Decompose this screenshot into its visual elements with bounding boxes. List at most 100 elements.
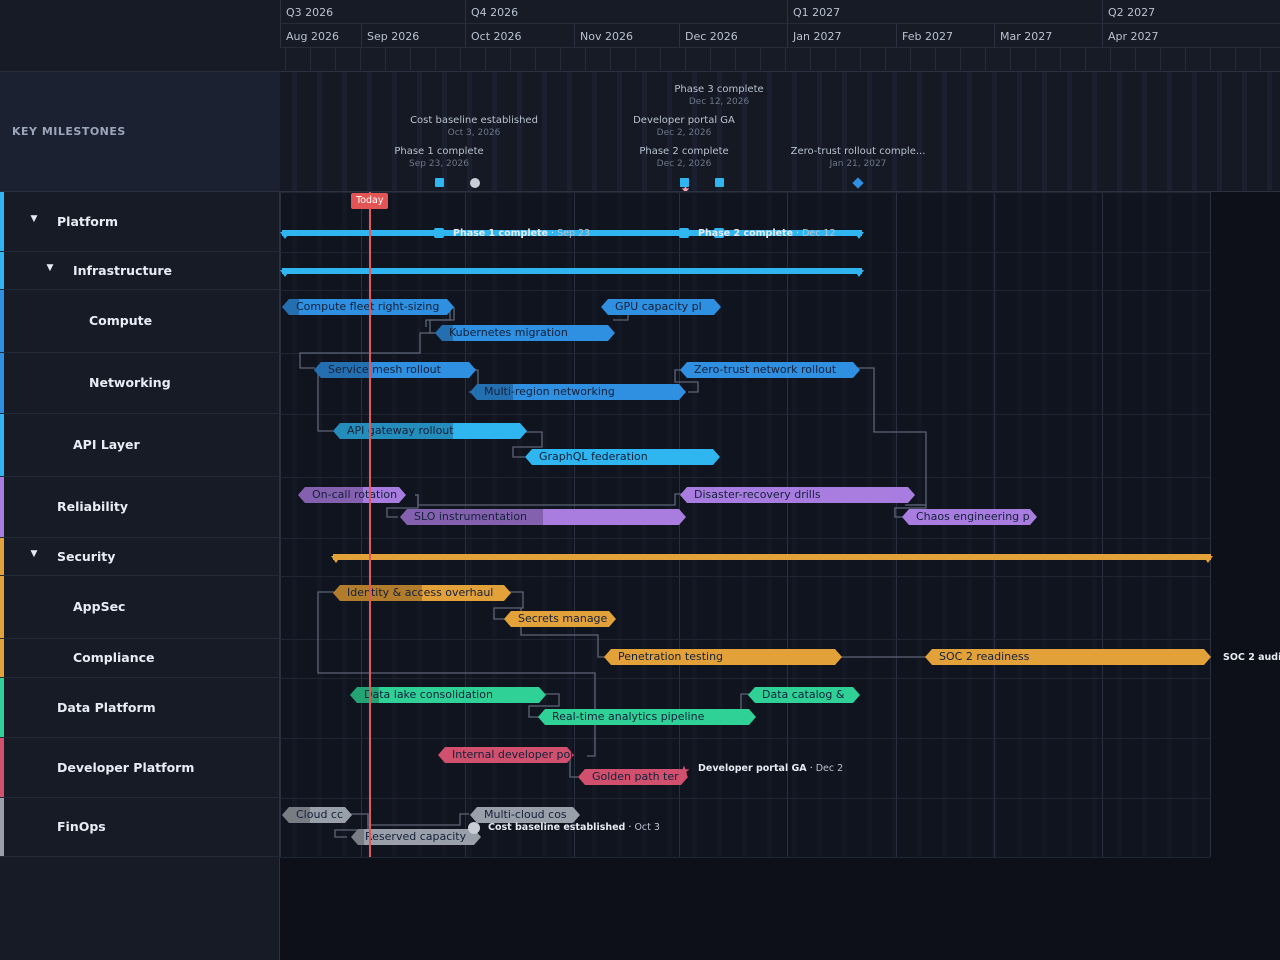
task-bar[interactable]: Cloud cc [282, 807, 352, 823]
week-tick [560, 48, 561, 72]
milestone-band-stripe [1267, 72, 1272, 191]
row-compliance[interactable]: Compliance [0, 639, 280, 678]
row-security[interactable]: ▼ Security [0, 538, 280, 576]
task-bar[interactable]: Disaster-recovery drills [680, 487, 915, 503]
summary-bar[interactable] [331, 554, 1213, 563]
week-tick [410, 48, 411, 72]
task-bar[interactable]: Internal developer por [438, 747, 574, 763]
summary-bar[interactable] [280, 230, 864, 239]
task-bar[interactable]: On-call rotation [298, 487, 406, 503]
task-bar[interactable]: Zero-trust network rollout [680, 362, 860, 378]
milestone-band: Phase 3 complete Dec 12, 2026 Cost baselin… [280, 72, 1280, 192]
gantt-chart-area: Phase 1 complete · Sep 23 Phase 2 complet… [280, 192, 1280, 960]
grid-month-line [787, 192, 788, 857]
week-tick [485, 48, 486, 72]
quarter-label: Q3 2026 [280, 0, 465, 24]
circle-milestone-icon[interactable] [468, 822, 480, 834]
square-marker-icon[interactable] [435, 178, 444, 187]
milestone-band-stripe [1142, 72, 1147, 191]
milestone-inline-label: SOC 2 audit [1223, 652, 1280, 664]
milestone-band-stripe [417, 72, 422, 191]
square-marker-icon[interactable] [715, 178, 724, 187]
milestone-band-stripe [1042, 72, 1047, 191]
dependency-line [674, 369, 699, 393]
task-bar[interactable]: Penetration testing [604, 649, 842, 665]
task-label: Kubernetes migration [449, 326, 568, 339]
task-bar[interactable]: Identity & access overhaul [333, 585, 511, 601]
milestone-square-icon[interactable] [434, 228, 444, 238]
week-tick [710, 48, 711, 72]
task-bar[interactable]: Real-time analytics pipeline [538, 709, 756, 725]
milestone-label: Zero-trust rollout comple... Jan 21, 2027 [791, 146, 926, 170]
week-tick [1135, 48, 1136, 72]
grid-month-line [280, 192, 281, 857]
week-tick [435, 48, 436, 72]
milestone-name: SOC 2 audit [1223, 652, 1280, 663]
star-milestone-icon[interactable] [678, 762, 690, 776]
task-bar[interactable]: SLO instrumentation [400, 509, 686, 525]
task-label: Disaster-recovery drills [694, 488, 821, 501]
task-label: Real-time analytics pipeline [552, 710, 705, 723]
grid-row-line [280, 192, 1210, 193]
row-data-platform[interactable]: Data Platform [0, 678, 280, 738]
task-bar[interactable]: Reserved capacity [351, 829, 481, 845]
task-bar[interactable]: GPU capacity pl [601, 299, 721, 315]
row-finops[interactable]: FinOps [0, 798, 280, 857]
row-label: Compliance [73, 650, 155, 665]
task-label: Golden path ter [592, 770, 679, 783]
task-progress [333, 423, 453, 439]
summary-bar[interactable] [280, 268, 864, 277]
task-bar[interactable]: SOC 2 readiness [925, 649, 1211, 665]
milestone-band-stripe [442, 72, 447, 191]
week-tick [1260, 48, 1261, 72]
task-bar[interactable]: Multi-cloud cos [470, 807, 580, 823]
milestone-square-icon[interactable] [679, 228, 689, 238]
task-bar[interactable]: Data catalog & [748, 687, 860, 703]
dependency-lines [299, 306, 927, 838]
month-label: Mar 2027 [994, 24, 1102, 48]
task-progress [314, 362, 371, 378]
milestone-band-stripe [742, 72, 747, 191]
left-header [0, 0, 280, 72]
task-bar[interactable]: Service mesh rollout [314, 362, 476, 378]
task-bar[interactable]: Chaos engineering p [902, 509, 1037, 525]
row-infrastructure[interactable]: ▼ Infrastructure [0, 252, 280, 290]
task-bar[interactable]: API gateway rollout [333, 423, 527, 439]
task-label: SOC 2 readiness [939, 650, 1030, 663]
task-bar[interactable]: Secrets manage [504, 611, 616, 627]
circle-marker-icon[interactable] [470, 178, 480, 188]
collapse-caret-icon[interactable]: ▼ [30, 548, 38, 559]
row-compute[interactable]: Compute [0, 290, 280, 353]
milestone-band-stripe [467, 72, 472, 191]
square-marker-icon[interactable] [680, 178, 689, 187]
collapse-caret-icon[interactable]: ▼ [46, 262, 54, 273]
milestone-title: Cost baseline established [410, 115, 538, 126]
row-developer-platform[interactable]: Developer Platform [0, 738, 280, 798]
row-color-strip [0, 252, 4, 289]
row-networking[interactable]: Networking [0, 353, 280, 414]
row-color-strip [0, 738, 4, 797]
collapse-caret-icon[interactable]: ▼ [30, 213, 38, 224]
row-label: Developer Platform [57, 759, 195, 775]
row-appsec[interactable]: AppSec [0, 576, 280, 639]
task-bar[interactable]: Data lake consolidation [350, 687, 546, 703]
quarter-scale: Q3 2026 Q4 2026 Q1 2027 Q2 2027 [280, 0, 1280, 24]
row-api-layer[interactable]: API Layer [0, 414, 280, 477]
task-bar[interactable]: Compute fleet right-sizing [282, 299, 454, 315]
task-bar[interactable]: Golden path ter [578, 769, 688, 785]
task-bar[interactable]: GraphQL federation [525, 449, 720, 465]
month-label: Oct 2026 [465, 24, 574, 48]
quarter-label: Q1 2027 [787, 0, 1102, 24]
grid-stripe [292, 192, 297, 857]
row-reliability[interactable]: Reliability [0, 477, 280, 538]
milestone-inline-label: Cost baseline established · Oct 3 [488, 822, 660, 833]
milestone-label: Phase 1 complete Sep 23, 2026 [394, 146, 483, 170]
milestone-date: Dec 2, 2026 [656, 159, 712, 169]
row-label: Compute [89, 313, 153, 328]
task-bar[interactable]: Kubernetes migration [435, 325, 615, 341]
milestone-date: Jan 21, 2027 [829, 159, 887, 169]
task-bar[interactable]: Multi-region networking [470, 384, 686, 400]
milestone-square-icon[interactable] [714, 228, 724, 238]
row-platform[interactable]: ▼ Platform [0, 192, 280, 252]
week-tick [1160, 48, 1161, 72]
